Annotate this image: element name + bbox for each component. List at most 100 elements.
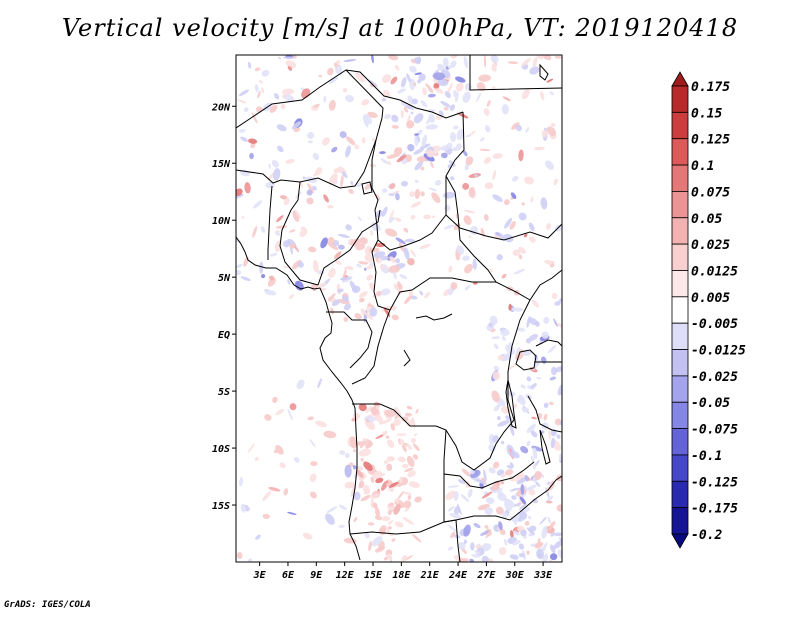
field-blotch [529,236,536,243]
field-blotch [510,530,514,539]
field-blotch [331,146,338,153]
field-blotch [483,108,490,116]
field-blotch [260,273,266,279]
colorbar-bottom-arrow [671,533,689,549]
field-blotch [287,408,293,421]
field-blotch [474,550,481,555]
field-blotch [447,485,460,488]
field-blotch [440,144,451,151]
field-blotch [289,229,296,233]
field-blotch [448,65,452,69]
x-tick-label: 15E [364,570,383,581]
colorbar-box [671,138,689,166]
field-blotch [279,462,286,469]
field-blotch [448,506,455,512]
field-blotch [458,479,466,485]
field-blotch [254,84,259,93]
field-blotch [518,254,523,260]
field-blotch [433,82,440,89]
field-blotch [435,179,442,186]
field-blotch [541,129,548,138]
field-blotch [375,546,386,553]
field-blotch [541,526,548,539]
field-blotch [237,99,247,104]
field-blotch [545,500,553,504]
field-blotch [388,55,399,61]
colorbar-level-label: 0.175 [691,80,730,95]
colorbar-level-label: -0.025 [691,370,738,385]
field-blotch [254,67,261,72]
colorbar-level-label: 0.005 [691,291,730,306]
field-blotch [302,176,306,180]
field-blotch [543,413,548,421]
field-blotch [518,543,525,550]
colorbar-box [671,322,689,350]
field-blotch [504,199,510,206]
field-blotch [500,473,507,478]
field-blotch [323,430,337,439]
field-blotch [348,189,354,194]
field-blotch [421,134,428,147]
field-blotch [276,124,287,132]
colorbar-level-label: 0.025 [691,238,730,253]
field-blotch [306,189,313,196]
field-blotch [546,222,552,230]
field-blotch [540,197,548,210]
field-blotch [491,86,496,91]
field-blotch [390,76,398,85]
field-blotch [444,204,451,212]
field-blotch [391,114,399,123]
field-blotch [532,447,538,460]
field-blotch [520,483,525,496]
field-blotch [363,114,373,125]
plot-frame [235,54,563,563]
field-blotch [344,453,350,458]
field-blotch [333,62,338,68]
field-blotch [484,507,493,515]
field-blotch [368,282,376,291]
field-blotch [399,439,404,444]
field-blotch [395,237,406,245]
field-blotch [550,123,556,127]
field-blotch [421,87,428,96]
field-blotch [287,511,297,516]
field-blotch [349,436,357,449]
field-blotch [425,83,434,93]
field-blotch [435,152,439,156]
field-blotch [283,197,290,206]
field-blotch [296,379,305,390]
field-blotch [344,95,354,103]
lake-tanganyika [505,379,517,429]
y-tick-label: 15S [212,501,230,512]
field-blotch [556,434,561,439]
field-blotch [342,295,349,303]
border-nigeria-cameroon [317,209,381,286]
field-blotch [363,311,374,320]
field-blotch [425,114,434,125]
field-blotch [310,283,318,291]
field-blotch [401,416,409,422]
field-blotch [524,474,529,482]
field-blotch [424,291,431,299]
field-blotch [306,197,314,205]
border-congo-drc [351,309,391,385]
field-blotch [399,476,403,484]
field-blotch [307,416,314,421]
field-blotch [247,61,252,69]
field-blotch [472,281,478,285]
field-blotch [368,247,380,253]
field-blotch [247,558,253,562]
field-blotch [553,178,558,186]
x-tick-label: 6E [282,570,295,581]
field-blotch [546,126,557,137]
field-blotch [265,181,275,189]
field-blotch [510,451,520,459]
field-blotch [450,176,455,181]
border-niger-chad [371,139,379,241]
field-blotch [342,171,348,179]
field-blotch [274,93,280,100]
x-tick-label: 33E [533,570,553,581]
field-blotch [406,455,415,468]
field-blotch [518,212,527,221]
field-blotch [413,113,424,124]
